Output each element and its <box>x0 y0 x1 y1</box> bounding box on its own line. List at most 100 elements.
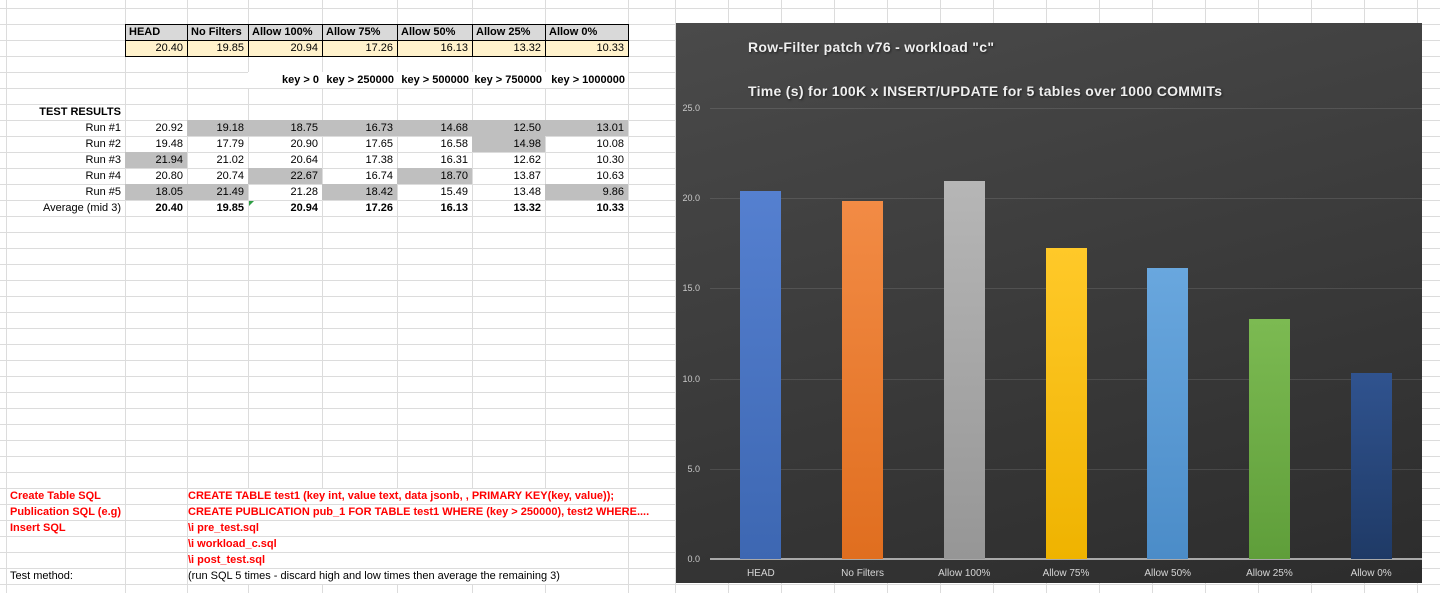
run-value-cell[interactable]: 16.31 <box>440 154 468 166</box>
run-value-cell[interactable]: 17.79 <box>216 138 244 150</box>
summary-value-cell[interactable]: 10.33 <box>545 40 629 57</box>
run-value-cell[interactable]: 19.18 <box>187 120 248 136</box>
run-value-cell[interactable]: 21.28 <box>290 186 318 198</box>
run-value-cell[interactable]: 12.50 <box>472 120 545 136</box>
column-header-cell[interactable]: Allow 0% <box>545 24 629 41</box>
cell-comment-indicator <box>249 201 254 206</box>
sheet-gridline-v <box>6 0 7 593</box>
bar-allow-75- <box>1045 248 1087 559</box>
column-header-cell[interactable]: No Filters <box>187 24 249 41</box>
x-axis-line <box>710 558 1422 560</box>
run-value-cell[interactable]: 17.65 <box>365 138 393 150</box>
run-value-cell[interactable]: 10.08 <box>596 138 624 150</box>
bar-allow-100- <box>943 181 985 559</box>
run-value-cell[interactable]: 20.64 <box>290 154 318 166</box>
y-axis-tick-label: 10.0 <box>682 373 700 384</box>
run-value-cell[interactable]: 21.94 <box>125 152 187 168</box>
run-value-cell[interactable]: 16.58 <box>440 138 468 150</box>
run-value-cell[interactable]: 21.49 <box>187 184 248 200</box>
bar-no-filters <box>842 201 884 559</box>
sql-row-text: CREATE TABLE test1 (key int, value text,… <box>188 489 620 504</box>
summary-value-cell[interactable]: 13.32 <box>472 40 546 57</box>
sheet-gridline-v <box>248 0 249 593</box>
run-value-cell[interactable]: 20.92 <box>155 122 183 134</box>
run-value-cell[interactable]: 20.80 <box>155 170 183 182</box>
chart-gridline <box>710 108 1422 109</box>
run-label: Run #5 <box>85 186 121 198</box>
average-value-cell[interactable]: 10.33 <box>596 202 624 214</box>
key-threshold-label: key > 750000 <box>472 72 545 88</box>
average-value-cell[interactable]: 13.32 <box>513 202 541 214</box>
average-value-cell[interactable]: 20.40 <box>155 202 183 214</box>
key-threshold-label: key > 500000 <box>397 72 472 88</box>
run-value-cell[interactable]: 13.87 <box>513 170 541 182</box>
run-value-cell[interactable]: 9.86 <box>545 184 628 200</box>
run-value-cell[interactable]: 18.42 <box>322 184 397 200</box>
column-header-cell[interactable]: Allow 75% <box>322 24 398 41</box>
chart-title-line1: Row-Filter patch v76 - workload "c" <box>748 39 995 55</box>
sheet-gridline-v <box>628 0 629 593</box>
summary-value-cell[interactable]: 16.13 <box>397 40 473 57</box>
column-header-cell[interactable]: Allow 25% <box>472 24 546 41</box>
sql-row-text: \i workload_c.sql <box>188 537 620 552</box>
run-value-cell[interactable]: 18.05 <box>125 184 187 200</box>
x-axis-category-label: Allow 100% <box>938 568 991 579</box>
summary-value-cell[interactable]: 17.26 <box>322 40 398 57</box>
run-value-cell[interactable]: 18.75 <box>248 120 322 136</box>
sheet-gridline-v <box>675 0 676 593</box>
average-label: Average (mid 3) <box>42 202 121 214</box>
run-value-cell[interactable]: 16.74 <box>365 170 393 182</box>
sql-row-text: (run SQL 5 times - discard high and low … <box>188 569 620 584</box>
column-header-cell[interactable]: Allow 100% <box>248 24 323 41</box>
y-axis-tick-label: 5.0 <box>687 463 700 474</box>
run-label: Run #2 <box>85 138 121 150</box>
x-axis-category-label: Allow 50% <box>1144 568 1192 579</box>
average-value-cell[interactable]: 20.94 <box>290 202 318 214</box>
run-label: Run #3 <box>85 154 121 166</box>
key-threshold-label: key > 0 <box>248 72 322 88</box>
run-value-cell[interactable]: 14.68 <box>397 120 472 136</box>
bar-chart[interactable]: Row-Filter patch v76 - workload "c" Time… <box>676 23 1422 583</box>
summary-value-cell[interactable]: 20.40 <box>125 40 188 57</box>
average-value-cell[interactable]: 19.85 <box>216 202 244 214</box>
run-value-cell[interactable]: 22.67 <box>248 168 322 184</box>
key-threshold-label: key > 1000000 <box>545 72 628 88</box>
x-axis-category-label: Allow 25% <box>1246 568 1293 579</box>
key-threshold-label: key > 250000 <box>322 72 397 88</box>
chart-gridline <box>710 198 1422 200</box>
sheet-gridline-v <box>125 0 126 593</box>
run-value-cell[interactable]: 15.49 <box>440 186 468 198</box>
run-value-cell[interactable]: 21.02 <box>216 154 244 166</box>
summary-value-cell[interactable]: 20.94 <box>248 40 323 57</box>
run-value-cell[interactable]: 20.74 <box>216 170 244 182</box>
sheet-gridline-v <box>472 0 473 593</box>
y-axis-tick-label: 25.0 <box>682 103 700 113</box>
sheet-gridline-v <box>322 0 323 593</box>
run-value-cell[interactable]: 13.48 <box>513 186 541 198</box>
x-axis-category-label: No Filters <box>841 568 884 579</box>
run-value-cell[interactable]: 19.48 <box>155 138 183 150</box>
run-value-cell[interactable]: 17.38 <box>365 154 393 166</box>
run-value-cell[interactable]: 16.73 <box>322 120 397 136</box>
run-value-cell[interactable]: 13.01 <box>545 120 628 136</box>
sql-row-text: \i pre_test.sql <box>188 521 620 536</box>
average-value-cell[interactable]: 17.26 <box>365 202 393 214</box>
run-value-cell[interactable]: 12.62 <box>513 154 541 166</box>
run-value-cell[interactable]: 10.63 <box>596 170 624 182</box>
average-value-cell[interactable]: 16.13 <box>440 202 468 214</box>
column-header-cell[interactable]: HEAD <box>125 24 188 41</box>
run-value-cell[interactable]: 18.70 <box>397 168 472 184</box>
column-header-cell[interactable]: Allow 50% <box>397 24 473 41</box>
x-axis-category-label: Allow 75% <box>1042 568 1090 579</box>
sql-row-text: \i post_test.sql <box>188 553 620 568</box>
summary-value-cell[interactable]: 19.85 <box>187 40 249 57</box>
bar-head <box>740 191 782 559</box>
run-value-cell[interactable]: 14.98 <box>472 136 545 152</box>
run-value-cell[interactable]: 10.30 <box>596 154 624 166</box>
sheet-gridline-v <box>545 0 546 593</box>
bar-allow-50- <box>1147 268 1189 559</box>
bar-allow-0- <box>1350 373 1392 559</box>
run-value-cell[interactable]: 20.90 <box>290 138 318 150</box>
run-label: Run #1 <box>85 122 121 134</box>
